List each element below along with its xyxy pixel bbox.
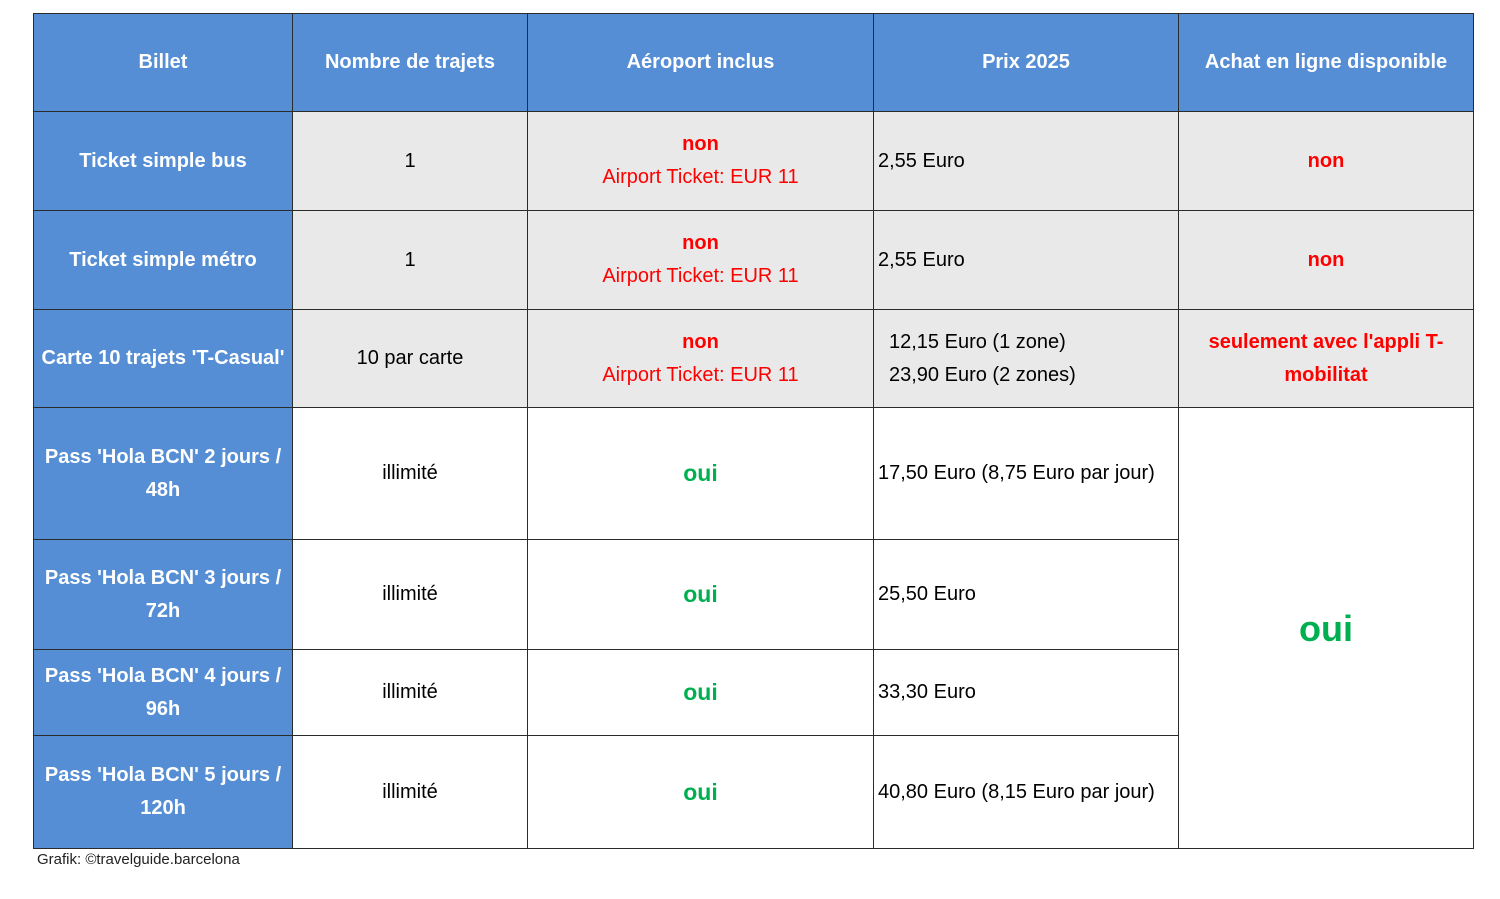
airport-value: oui [527, 649, 874, 736]
ticket-name: Pass 'Hola BCN' 5 jours / 120h [33, 735, 293, 849]
trips: illimité [292, 649, 528, 736]
price: 2,55 Euro [873, 210, 1179, 310]
ticket-name: Pass 'Hola BCN' 2 jours / 48h [33, 407, 293, 540]
price: 40,80 Euro (8,15 Euro par jour) [873, 735, 1179, 849]
header-billet: Billet [33, 13, 293, 112]
price-2-zones: 23,90 Euro (2 zones) [889, 363, 1076, 386]
price: 12,15 Euro (1 zone) 23,90 Euro (2 zones) [873, 309, 1179, 408]
header-prix: Prix 2025 [873, 13, 1179, 112]
price: 2,55 Euro [873, 111, 1179, 211]
trips: illimité [292, 407, 528, 540]
online-purchase: non [1178, 111, 1474, 211]
airport-value: non [682, 232, 719, 254]
airport-note: Airport Ticket: EUR 11 [602, 265, 799, 287]
table-row: Ticket simple bus 1 non Airport Ticket: E… [33, 111, 1474, 211]
ticket-name: Carte 10 trajets 'T-Casual' [33, 309, 293, 408]
trips: illimité [292, 539, 528, 650]
ticket-name: Ticket simple métro [33, 210, 293, 310]
online-purchase: seulement avec l'appli T-mobilitat [1178, 309, 1474, 408]
airport-note: Airport Ticket: EUR 11 [602, 363, 799, 386]
trips: 1 [292, 210, 528, 310]
table-row: Pass 'Hola BCN' 2 jours / 48h illimité o… [33, 407, 1474, 849]
airport-value: oui [527, 735, 874, 849]
airport-value: non [682, 330, 719, 353]
header-trajets: Nombre de trajets [292, 13, 528, 112]
ticket-name: Pass 'Hola BCN' 3 jours / 72h [33, 539, 293, 650]
price: 17,50 Euro (8,75 Euro par jour) [873, 407, 1179, 540]
online-purchase-passes: oui [1178, 407, 1474, 849]
image-credit: Grafik: ©travelguide.barcelona [37, 851, 240, 868]
trips: 1 [292, 111, 528, 211]
header-row: Billet Nombre de trajets Aéroport inclus… [33, 13, 1474, 112]
table-row: Ticket simple métro 1 non Airport Ticket:… [33, 210, 1474, 310]
airport-note: Airport Ticket: EUR 11 [602, 166, 799, 188]
ticket-name: Pass 'Hola BCN' 4 jours / 96h [33, 649, 293, 736]
airport-value: oui [527, 539, 874, 650]
ticket-name: Ticket simple bus [33, 111, 293, 211]
online-purchase: non [1178, 210, 1474, 310]
ticket-comparison-table: Billet Nombre de trajets Aéroport inclus… [33, 13, 1474, 849]
airport-cell: non Airport Ticket: EUR 11 [527, 210, 874, 310]
table-row: Carte 10 trajets 'T-Casual' 10 par carte… [33, 309, 1474, 408]
trips: illimité [292, 735, 528, 849]
header-achat: Achat en ligne disponible [1178, 13, 1474, 112]
airport-value: non [682, 133, 719, 155]
header-aeroport: Aéroport inclus [527, 13, 874, 112]
price: 25,50 Euro [873, 539, 1179, 650]
table-row: Pass 'Hola BCN' 4 jours / 96h illimité o… [33, 649, 1474, 736]
airport-value: oui [527, 407, 874, 540]
table-row: Pass 'Hola BCN' 5 jours / 120h illimité … [33, 735, 1474, 849]
airport-cell: non Airport Ticket: EUR 11 [527, 309, 874, 408]
trips: 10 par carte [292, 309, 528, 408]
price-1-zone: 12,15 Euro (1 zone) [889, 330, 1066, 353]
price: 33,30 Euro [873, 649, 1179, 736]
airport-cell: non Airport Ticket: EUR 11 [527, 111, 874, 211]
table-row: Pass 'Hola BCN' 3 jours / 72h illimité o… [33, 539, 1474, 650]
